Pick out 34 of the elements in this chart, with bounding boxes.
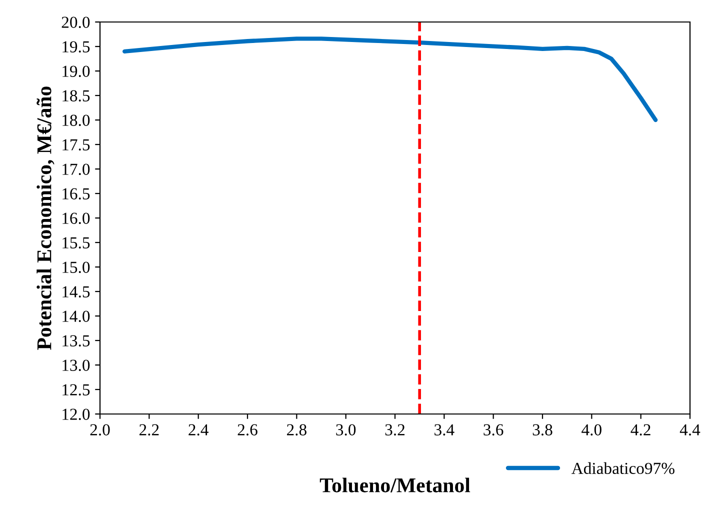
x-tick-label: 3.0 xyxy=(336,424,356,436)
y-tick-label: 17.5 xyxy=(62,139,90,151)
y-tick-label: 19.0 xyxy=(62,66,90,78)
y-tick-label: 14.0 xyxy=(62,310,90,322)
x-tick-label: 2.6 xyxy=(238,424,258,436)
y-tick-label: 12.5 xyxy=(62,384,90,396)
y-tick-label: 18.5 xyxy=(62,90,90,102)
line-series xyxy=(122,36,658,122)
x-tick-label: 3.2 xyxy=(385,424,404,436)
y-axis-title: Potencial Economico, M€/año xyxy=(36,86,54,350)
x-tick-label: 3.4 xyxy=(434,424,454,436)
x-tick-label: 3.6 xyxy=(484,424,504,436)
y-tick-label: 13.0 xyxy=(62,360,90,372)
x-tick-label: 4.4 xyxy=(680,424,700,436)
y-tick-label: 19.5 xyxy=(62,41,90,53)
x-tick-label: 2.4 xyxy=(188,424,208,436)
y-tick-label: 20.0 xyxy=(62,16,90,28)
y-tick-label: 15.0 xyxy=(62,262,90,274)
y-tick-label: 16.5 xyxy=(62,188,90,200)
y-tick-label: 16.0 xyxy=(62,212,90,224)
y-tick-label: 12.0 xyxy=(62,408,90,420)
x-tick-label: 3.8 xyxy=(532,424,552,436)
y-tick-label: 15.5 xyxy=(62,237,90,249)
x-tick-label: 4.0 xyxy=(582,424,602,436)
x-tick-label: 4.2 xyxy=(630,424,650,436)
y-tick-label: 17.0 xyxy=(62,164,90,176)
y-tick-label: 14.5 xyxy=(62,286,90,298)
x-axis-title: Tolueno/Metanol xyxy=(320,478,470,492)
x-tick-label: 2.2 xyxy=(139,424,159,436)
x-tick-label: 2.8 xyxy=(286,424,306,436)
x-tick-label: 2.0 xyxy=(90,424,110,436)
legend-label: Adiabatico97% xyxy=(571,462,674,474)
y-tick-label: 13.5 xyxy=(62,335,90,347)
y-tick-label: 18.0 xyxy=(62,114,90,126)
